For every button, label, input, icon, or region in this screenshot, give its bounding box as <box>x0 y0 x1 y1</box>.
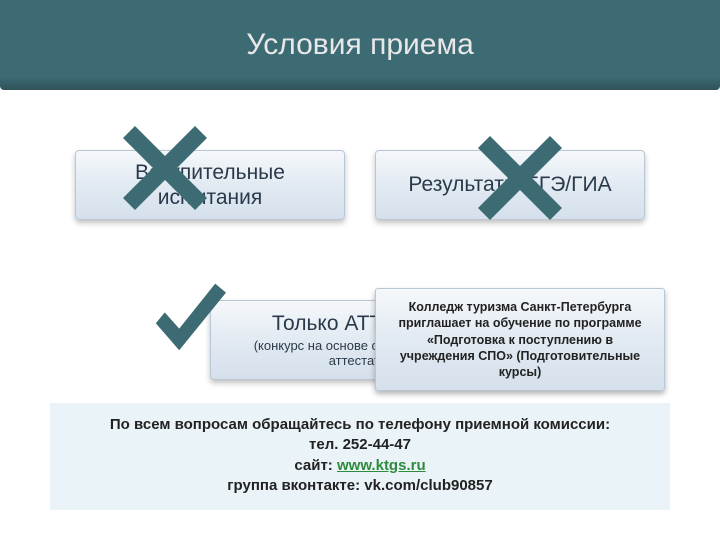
label: сайт: <box>294 457 332 474</box>
page-title: Условия приема <box>246 28 474 62</box>
footer-line1: По всем вопросам обращайтесь по телефону… <box>66 415 654 435</box>
cross-icon <box>470 128 570 228</box>
site-link[interactable]: www.ktgs.ru <box>337 457 426 474</box>
label: группа вконтакте: <box>227 477 360 494</box>
footer-contact: По всем вопросам обращайтесь по телефону… <box>50 403 670 510</box>
cross-icon <box>115 118 215 218</box>
footer-vk: группа вконтакте: vk.com/club90857 <box>66 476 654 496</box>
header-bar: Условия приема <box>0 0 720 90</box>
footer-site: сайт: www.ktgs.ru <box>66 456 654 476</box>
label: тел. <box>309 436 338 453</box>
check-icon <box>145 280 235 370</box>
callout-box: Колледж туризма Санкт-Петербурга приглаш… <box>375 288 665 391</box>
row-rejected: Вступительные испытания Результаты ЕГЭ/Г… <box>0 150 720 220</box>
phone-number: 252-44-47 <box>343 436 411 453</box>
footer-phone: тел. 252-44-47 <box>66 435 654 455</box>
vk-url: vk.com/club90857 <box>364 477 492 494</box>
